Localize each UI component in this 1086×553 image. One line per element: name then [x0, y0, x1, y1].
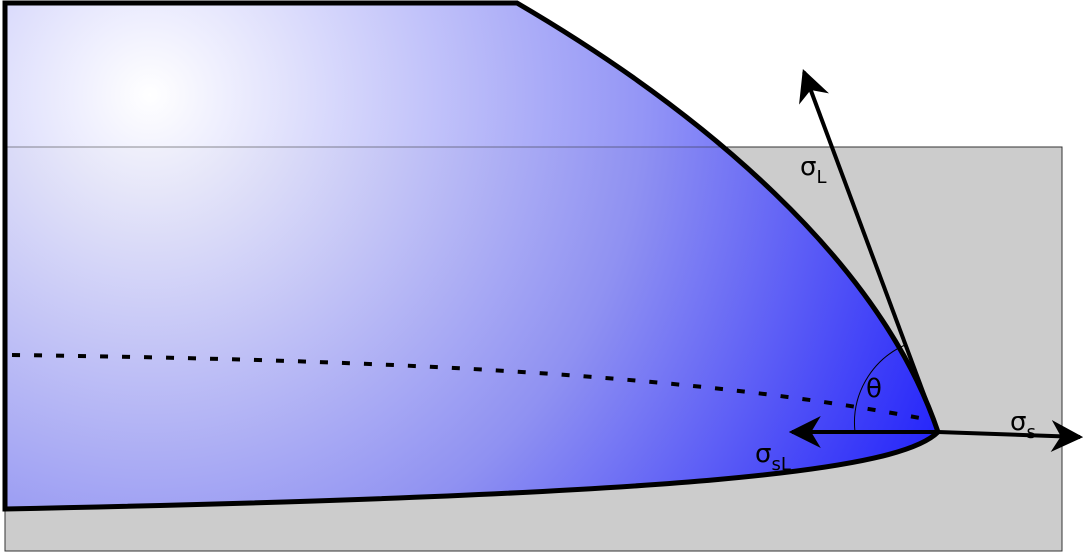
droplet: [5, 3, 938, 509]
angle-arc: [854, 344, 906, 433]
contact-angle-label: θ: [866, 374, 882, 404]
solid-tension-label: σs: [1010, 407, 1036, 443]
droplet-outline: [2, 0, 941, 512]
solid-tension-arrow: [937, 419, 1084, 452]
liquid-tension-arrow: [799, 69, 940, 433]
liquid-tension-label: σL: [800, 152, 827, 188]
interface-tension-label: σsL: [755, 439, 791, 475]
tangent-guide: [11, 353, 931, 422]
